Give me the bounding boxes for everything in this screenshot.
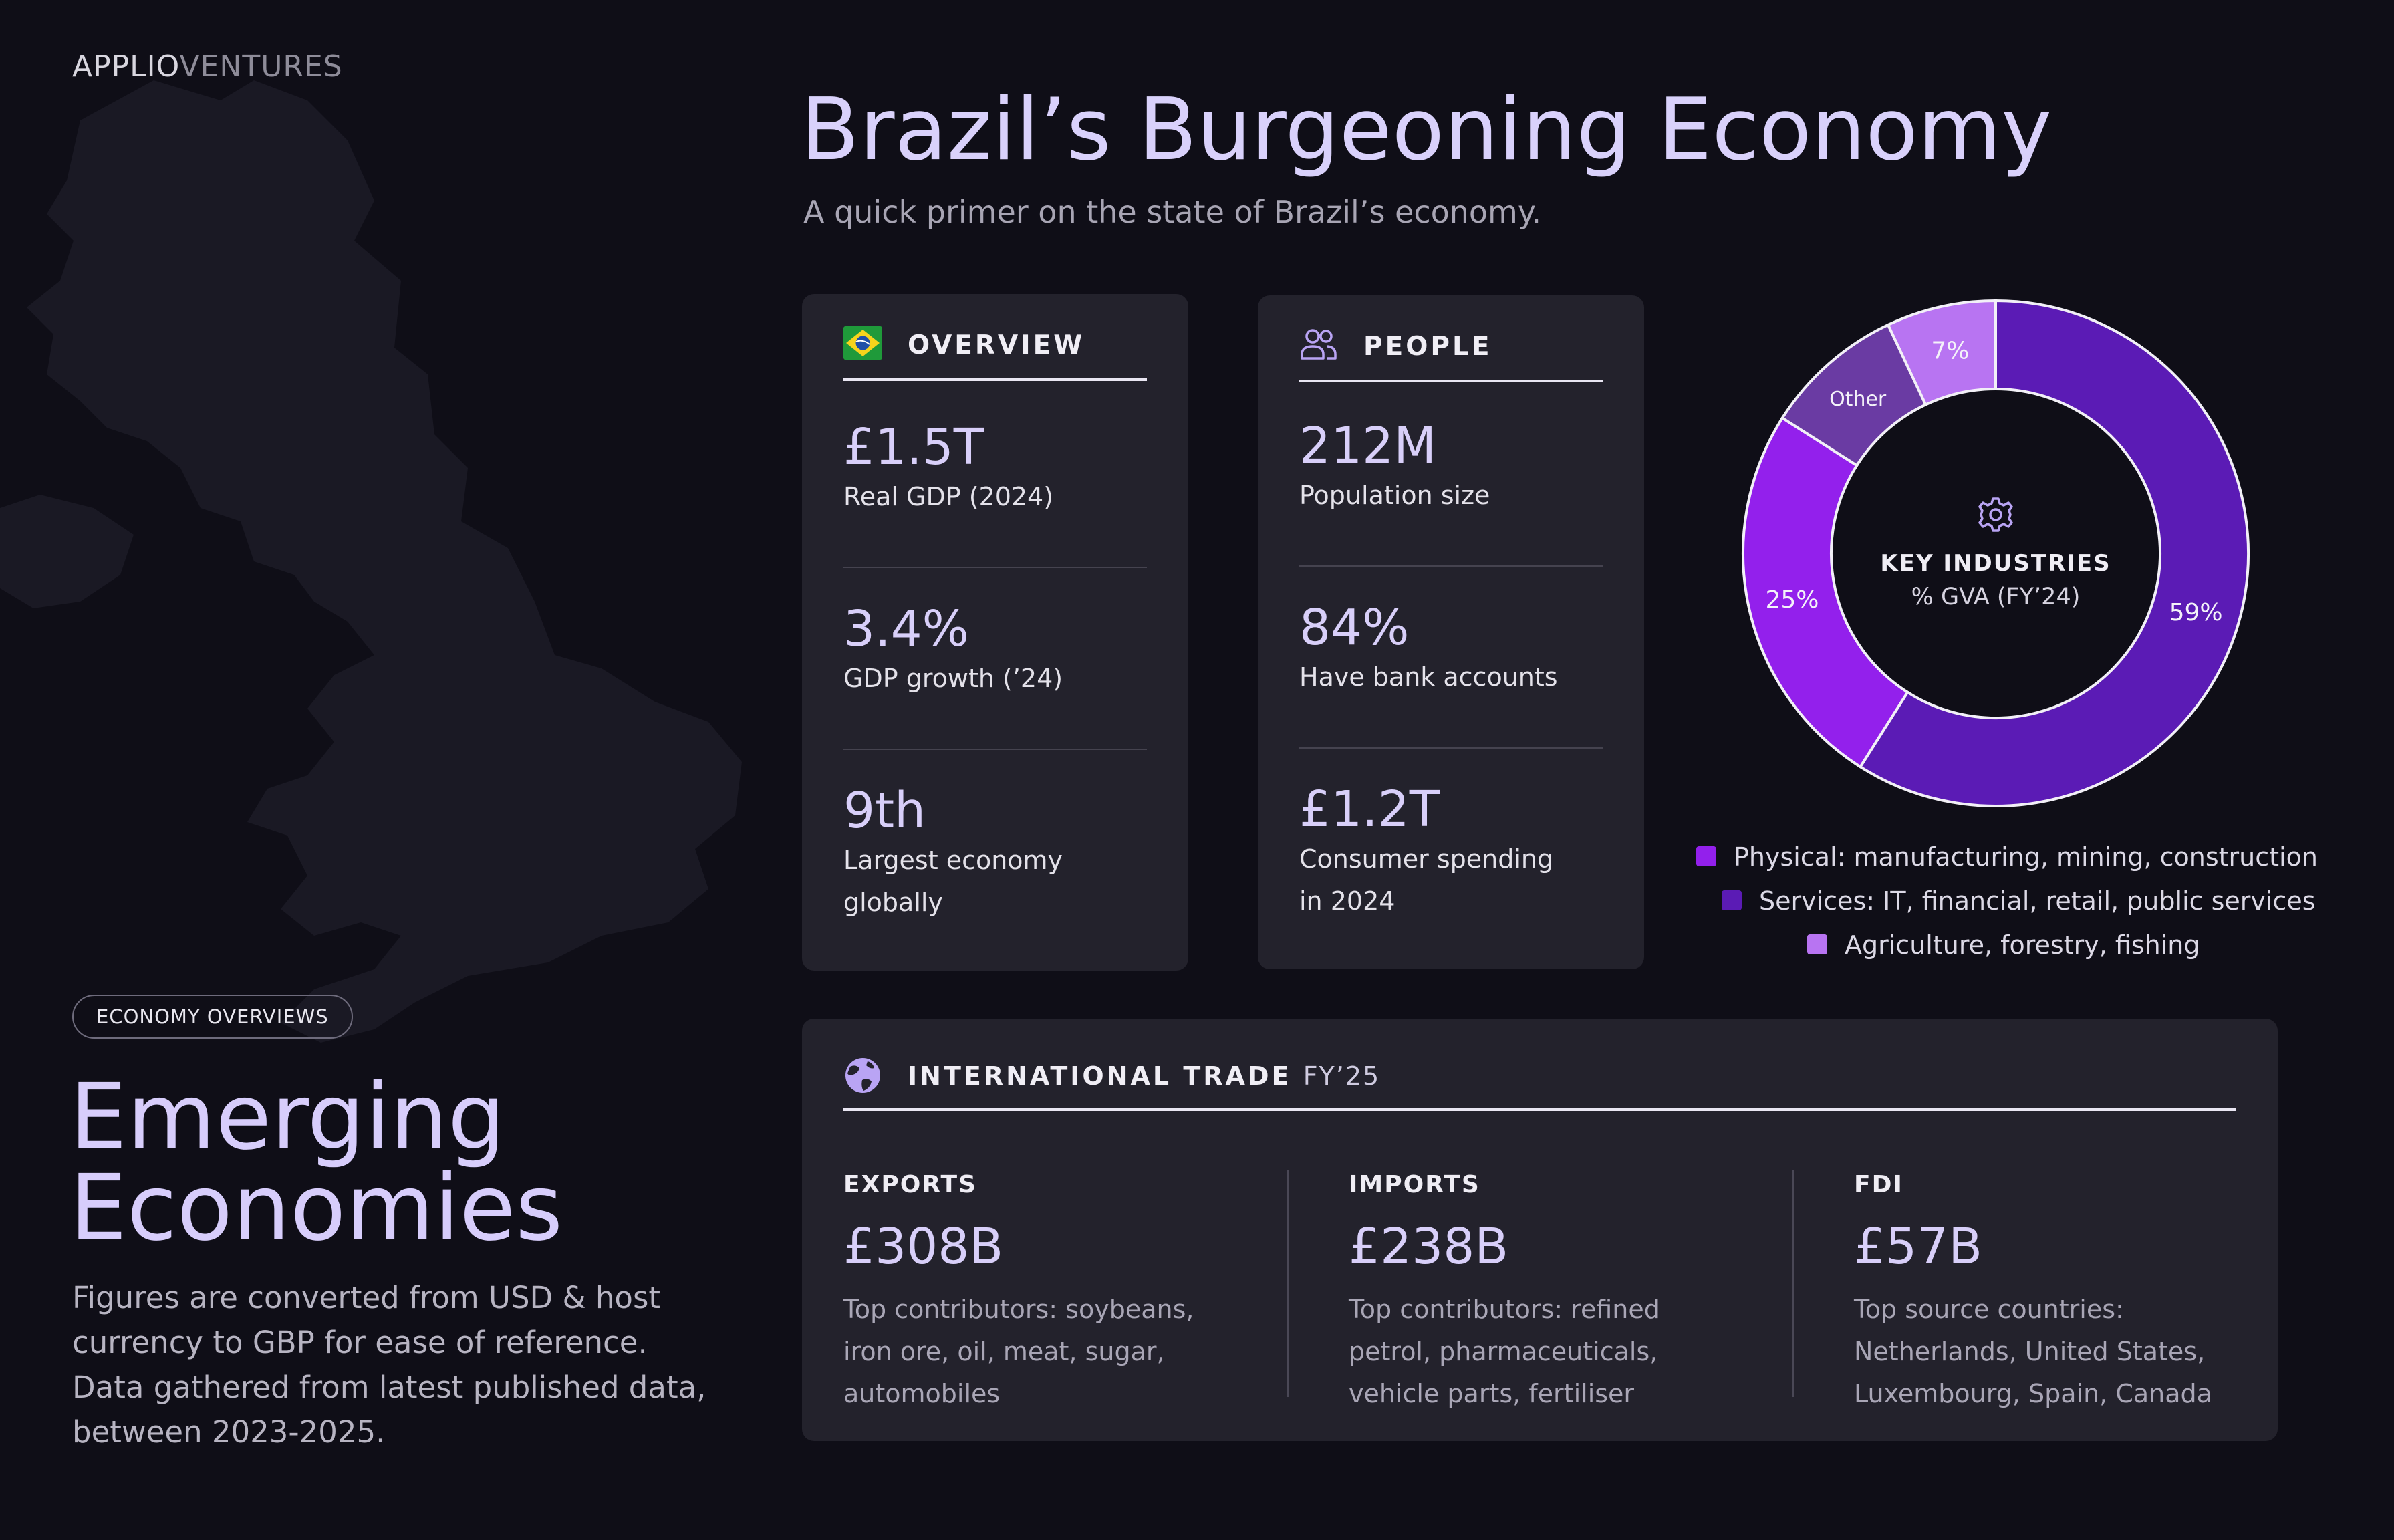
trade-card: INTERNATIONAL TRADE FY’25 EXPORTS £308B … <box>802 1019 2278 1441</box>
stat-value: 3.4% <box>843 600 969 658</box>
trade-description-line: petrol, pharmaceuticals, <box>1349 1337 1658 1366</box>
trade-description: Top contributors: soybeans, iron ore, oi… <box>843 1289 1244 1415</box>
trade-description: Top source countries: Netherlands, Unite… <box>1854 1289 2255 1415</box>
stat-value: 9th <box>843 782 926 840</box>
legend-swatch <box>1696 846 1716 866</box>
donut-slice-label: Other <box>1829 388 1887 411</box>
divider <box>1792 1170 1794 1397</box>
divider <box>843 749 1147 750</box>
trade-description-line: iron ore, oil, meat, sugar, <box>843 1337 1165 1366</box>
donut-slice <box>1858 299 2250 807</box>
trade-label: IMPORTS <box>1349 1171 1480 1198</box>
section-title-line1: Emerging <box>70 1065 506 1170</box>
trade-label: FDI <box>1854 1171 1903 1198</box>
trade-exports: EXPORTS £308B Top contributors: soybeans… <box>843 1168 1244 1415</box>
stat-label-line2: in 2024 <box>1299 886 1395 916</box>
divider <box>1287 1170 1289 1397</box>
stat-label: Have bank accounts <box>1299 662 1558 692</box>
stat-label: Real GDP (2024) <box>843 482 1054 511</box>
donut-slices <box>1742 299 2250 807</box>
stat-value: 212M <box>1299 417 1437 475</box>
stat-value: £1.5T <box>843 418 984 476</box>
gear-icon <box>1978 497 2013 532</box>
stat-value: £1.2T <box>1299 781 1440 838</box>
stat-gdp-growth: 3.4% GDP growth (’24) <box>843 600 1147 700</box>
trade-value: £308B <box>843 1218 1004 1275</box>
map-silhouette <box>0 80 742 1043</box>
people-card: PEOPLE 212M Population size 84% Have ban… <box>1258 295 1644 969</box>
divider <box>1299 747 1603 749</box>
trade-heading: INTERNATIONAL TRADE FY’25 <box>908 1061 1380 1091</box>
stat-label: Largest economy globally <box>843 840 1147 924</box>
legend-swatch <box>1807 934 1827 954</box>
legend-label: Physical: manufacturing, mining, constru… <box>1734 842 2318 872</box>
trade-label: EXPORTS <box>843 1171 977 1198</box>
donut-slice-label: 7% <box>1931 338 1969 365</box>
chart-center-subtitle: % GVA (FY’24) <box>1911 584 2081 610</box>
trade-description-line: Top contributors: soybeans, <box>843 1295 1194 1324</box>
section-title-line2: Economies <box>70 1156 563 1261</box>
page-subtitle: A quick primer on the state of Brazil’s … <box>803 194 1542 230</box>
donut-labels: 59% 25% Other 7% <box>1766 338 2223 627</box>
trade-heading-text: INTERNATIONAL TRADE <box>908 1061 1292 1091</box>
stat-bank-accounts: 84% Have bank accounts <box>1299 599 1603 698</box>
people-icon <box>1301 329 1337 360</box>
donut-slice-label: 25% <box>1766 586 1819 614</box>
donut-slice <box>1742 416 1909 769</box>
brand-logo: APPLIOVENTURES <box>72 49 343 84</box>
stat-real-gdp: £1.5T Real GDP (2024) <box>843 418 1147 518</box>
brand-part2: VENTURES <box>179 49 343 84</box>
stat-label-line1: Consumer spending <box>1299 844 1554 874</box>
sidebar-description: Figures are converted from USD & host cu… <box>72 1280 706 1450</box>
people-card-header: PEOPLE <box>1299 329 1603 382</box>
stat-economy-rank: 9th Largest economy globally <box>843 782 1147 924</box>
stat-label-line2: globally <box>843 888 943 917</box>
stat-population: 212M Population size <box>1299 417 1603 517</box>
globe-icon <box>845 1058 880 1093</box>
trade-value: £57B <box>1854 1218 1983 1275</box>
trade-card-header: INTERNATIONAL TRADE FY’25 <box>843 1058 2236 1111</box>
trade-description-line: Top contributors: refined <box>1349 1295 1660 1324</box>
brand-part1: APPLIO <box>72 49 180 84</box>
overview-card-header: OVERVIEW <box>843 326 1147 381</box>
legend-label: Services: IT, financial, retail, public … <box>1759 886 2316 916</box>
page-title: Brazil’s Burgeoning Economy <box>801 80 2052 180</box>
section-title: Emerging Economies <box>70 1072 704 1254</box>
category-pill[interactable]: ECONOMY OVERVIEWS <box>72 995 353 1039</box>
divider <box>843 567 1147 568</box>
stat-label: Population size <box>1299 481 1490 510</box>
stat-label: Consumer spending in 2024 <box>1299 838 1603 922</box>
overview-card: OVERVIEW £1.5T Real GDP (2024) 3.4% GDP … <box>802 294 1188 971</box>
trade-description-line: Top source countries: <box>1854 1295 2124 1324</box>
trade-heading-period: FY’25 <box>1303 1061 1381 1091</box>
trade-description: Top contributors: refined petrol, pharma… <box>1349 1289 1750 1415</box>
donut-slice-label: 59% <box>2169 599 2223 626</box>
divider <box>1299 565 1603 567</box>
overview-heading: OVERVIEW <box>908 330 1085 360</box>
trade-description-line: Netherlands, United States, <box>1854 1337 2206 1366</box>
legend-label: Agriculture, forestry, fishing <box>1845 930 2200 960</box>
donut-chart-svg: 59% 25% Other 7% KEY INDUSTRIES % GVA (FY’2… <box>1742 299 2250 807</box>
chart-center-title: KEY INDUSTRIES <box>1880 550 2111 577</box>
trade-imports: IMPORTS £238B Top contributors: refined … <box>1349 1168 1750 1415</box>
key-industries-chart: 59% 25% Other 7% KEY INDUSTRIES % GVA (FY’2… <box>1735 293 2256 814</box>
trade-value: £238B <box>1349 1218 1509 1275</box>
trade-description-line: automobiles <box>843 1379 1001 1408</box>
legend-swatch <box>1722 890 1742 910</box>
stat-consumer-spending: £1.2T Consumer spending in 2024 <box>1299 781 1603 922</box>
trade-description-line: Luxembourg, Spain, Canada <box>1854 1379 2212 1408</box>
stat-label-line1: Largest economy <box>843 846 1063 875</box>
stat-label: GDP growth (’24) <box>843 664 1063 693</box>
donut-slice <box>1886 299 1997 407</box>
trade-fdi: FDI £57B Top source countries: Netherlan… <box>1854 1168 2255 1415</box>
trade-description-line: vehicle parts, fertiliser <box>1349 1379 1635 1408</box>
brazil-flag-icon <box>843 326 882 360</box>
stat-value: 84% <box>1299 599 1410 656</box>
people-heading: PEOPLE <box>1363 332 1492 362</box>
